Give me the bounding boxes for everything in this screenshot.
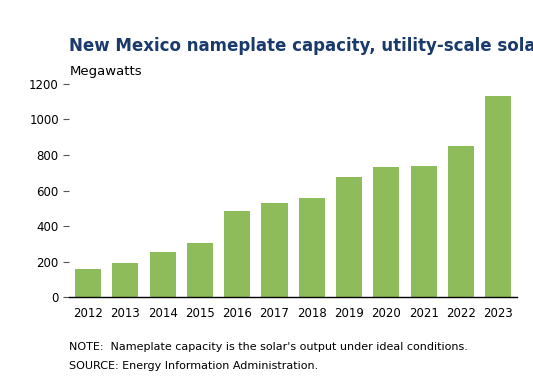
- Bar: [262, 203, 288, 297]
- Bar: [75, 269, 101, 297]
- Text: Megawatts: Megawatts: [69, 65, 142, 78]
- Bar: [187, 243, 213, 297]
- Bar: [224, 211, 250, 297]
- Text: SOURCE: Energy Information Administration.: SOURCE: Energy Information Administratio…: [69, 362, 319, 371]
- Bar: [112, 263, 139, 297]
- Text: New Mexico nameplate capacity, utility-scale solar: New Mexico nameplate capacity, utility-s…: [69, 37, 533, 55]
- Bar: [336, 177, 362, 297]
- Bar: [485, 96, 511, 297]
- Text: NOTE:  Nameplate capacity is the solar's output under ideal conditions.: NOTE: Nameplate capacity is the solar's …: [69, 343, 468, 352]
- Bar: [149, 252, 175, 297]
- Bar: [410, 166, 437, 297]
- Bar: [373, 167, 399, 297]
- Bar: [298, 198, 325, 297]
- Bar: [448, 146, 474, 297]
